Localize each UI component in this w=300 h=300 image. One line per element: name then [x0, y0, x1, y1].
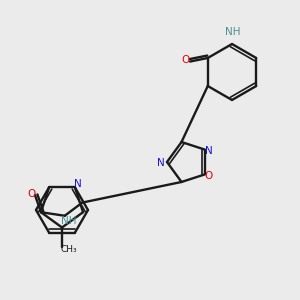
- Text: O: O: [205, 171, 213, 181]
- Text: N: N: [205, 146, 213, 156]
- Text: N: N: [74, 179, 82, 190]
- Text: NH: NH: [61, 216, 76, 226]
- Text: O: O: [27, 189, 35, 199]
- Text: NH: NH: [225, 27, 241, 37]
- Text: N: N: [157, 158, 165, 168]
- Text: O: O: [181, 55, 189, 64]
- Text: CH₃: CH₃: [61, 245, 77, 254]
